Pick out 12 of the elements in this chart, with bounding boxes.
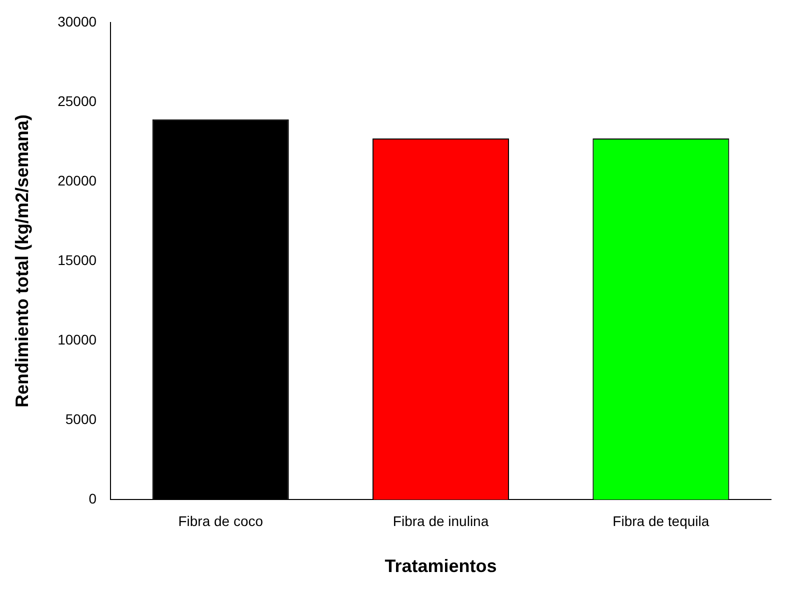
y-tick-label: 20000 [58,172,97,188]
x-axis-title: Tratamientos [384,556,497,576]
y-axis-title: Rendimiento total (kg/m2/semana) [12,114,32,408]
x-tick-label: Fibra de inulina [392,512,489,529]
y-tick-label: 0 [88,490,97,506]
y-tick-label: 15000 [58,252,97,268]
x-tick-label: Fibra de coco [178,512,264,529]
x-tick-label: Fibra de tequila [612,512,710,529]
y-tick-label: 5000 [65,410,97,427]
y-tick-label: 25000 [58,92,97,109]
y-tick-label: 10000 [58,331,97,348]
y-tick-label: 30000 [58,13,97,30]
